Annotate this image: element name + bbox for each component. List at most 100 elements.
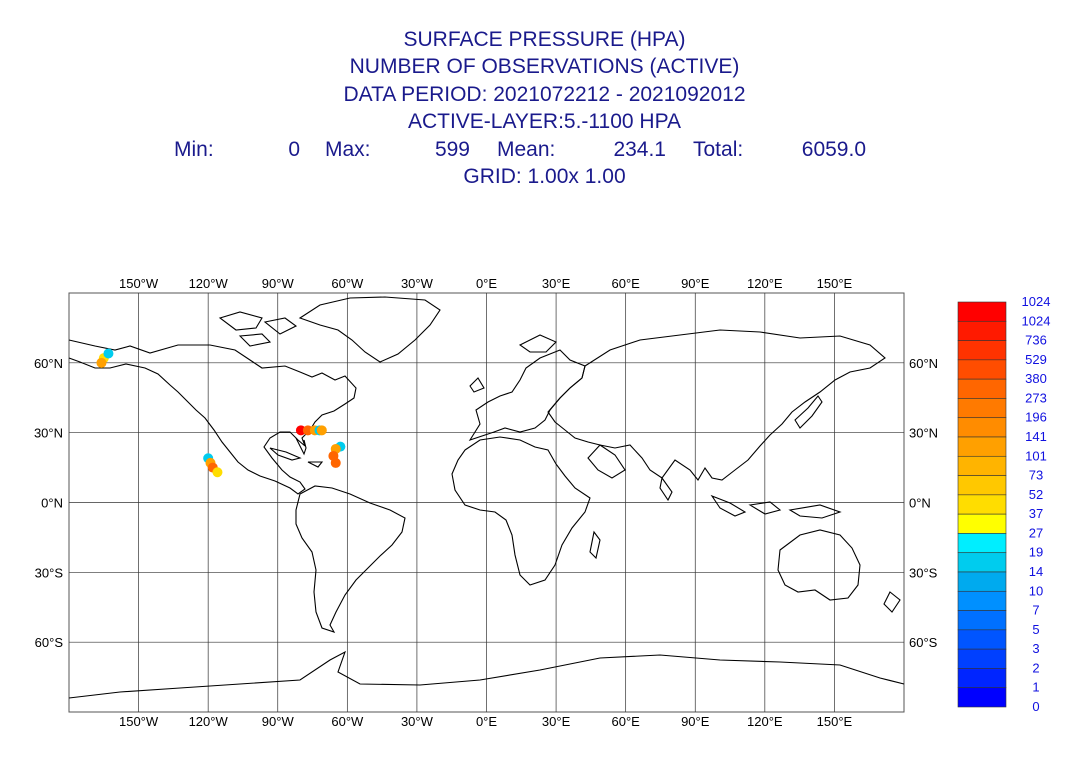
- colorbar-label: 0: [1032, 699, 1039, 714]
- observation-point: [96, 357, 107, 368]
- lon-tick-label-top: 90°E: [681, 276, 710, 291]
- stat-max-value: 599: [434, 138, 470, 161]
- lon-tick-label-bottom: 150°W: [119, 714, 159, 729]
- observation-point: [212, 467, 223, 478]
- colorbar-swatch: [957, 378, 1007, 399]
- coast-asia: [547, 329, 886, 481]
- colorbar-label: 273: [1025, 390, 1047, 405]
- map-gridlines: [69, 293, 904, 712]
- colorbar-label: 380: [1025, 371, 1047, 386]
- lon-tick-label-bottom: 30°W: [401, 714, 434, 729]
- lat-tick-label-right: 30°N: [909, 426, 938, 441]
- lat-labels-left: 60°N 30°N 0°N 30°S 60°S: [34, 356, 63, 650]
- coast-south-america: [295, 485, 406, 633]
- lat-tick-label-left: 60°N: [34, 356, 63, 371]
- colorbar-label: 19: [1029, 545, 1043, 560]
- stat-mean-value: 234.1: [613, 138, 666, 161]
- lat-tick-label-right: 0°N: [909, 496, 931, 511]
- observation-point: [103, 348, 114, 359]
- lon-labels-top: 150°W 120°W 90°W 60°W 30°W 0°E 30°E 60°E 90°E 120…: [119, 276, 853, 291]
- lon-tick-label-top: 0°E: [476, 276, 497, 291]
- colorbar-swatch: [957, 629, 1007, 650]
- colorbar-label: 73: [1029, 468, 1043, 483]
- colorbar-label: 3: [1032, 641, 1039, 656]
- colorbar-swatch: [957, 533, 1007, 554]
- lon-tick-label-bottom: 90°W: [262, 714, 295, 729]
- observation-points: [96, 348, 346, 478]
- observation-point: [295, 425, 306, 436]
- lon-tick-label-top: 30°W: [401, 276, 434, 291]
- colorbar-swatch: [957, 398, 1007, 419]
- colorbar-label: 1: [1032, 680, 1039, 695]
- lon-tick-label-top: 120°W: [189, 276, 229, 291]
- colorbar-label: 736: [1025, 333, 1047, 348]
- lon-tick-label-bottom: 150°E: [817, 714, 853, 729]
- stat-mean-label: Mean:: [497, 138, 556, 161]
- coast-florida: [295, 437, 307, 456]
- coast-arabia: [587, 444, 626, 479]
- lat-tick-label-right: 30°S: [909, 565, 938, 580]
- lat-labels-right: 60°N 30°N 0°N 30°S 60°S: [909, 356, 938, 650]
- lon-tick-label-top: 60°W: [331, 276, 364, 291]
- colorbar-swatch: [957, 648, 1007, 669]
- colorbar-label: 101: [1025, 448, 1047, 463]
- colorbar-label: 27: [1029, 525, 1043, 540]
- lat-tick-label-left: 30°S: [35, 565, 64, 580]
- colorbar-swatch: [957, 494, 1007, 515]
- colorbar-swatch: [957, 552, 1007, 573]
- title-data-period: DATA PERIOD: 2021072212 - 2021092012: [343, 83, 746, 106]
- lon-tick-label-bottom: 120°W: [189, 714, 229, 729]
- colorbar-label: 1024: [1022, 294, 1051, 309]
- lat-tick-label-left: 0°N: [41, 496, 63, 511]
- coastlines: [68, 296, 905, 699]
- stat-total-value: 6059.0: [801, 138, 866, 161]
- observation-point: [316, 425, 327, 436]
- stat-min-value: 0: [288, 138, 300, 161]
- colorbar-label: 10: [1029, 583, 1043, 598]
- coast-british-isles: [469, 377, 485, 393]
- lon-tick-label-bottom: 90°E: [681, 714, 710, 729]
- lon-tick-label-bottom: 0°E: [476, 714, 497, 729]
- title-active-layer: ACTIVE-LAYER:5.-1100 HPA: [407, 110, 682, 133]
- lon-tick-label-bottom: 60°W: [331, 714, 364, 729]
- coast-new-zealand: [883, 591, 901, 613]
- coast-indonesia: [710, 494, 842, 519]
- title-metric: NUMBER OF OBSERVATIONS (ACTIVE): [349, 55, 740, 78]
- lat-tick-label-right: 60°N: [909, 356, 938, 371]
- lon-tick-label-top: 60°E: [611, 276, 640, 291]
- lat-tick-label-left: 60°S: [35, 635, 64, 650]
- observation-point: [302, 425, 313, 436]
- colorbar-swatch: [957, 301, 1007, 322]
- colorbar-label: 196: [1025, 410, 1047, 425]
- stat-max-label: Max:: [325, 138, 371, 161]
- coast-arctic-islands: [218, 311, 298, 347]
- lon-tick-label-top: 90°W: [262, 276, 295, 291]
- colorbar-swatch: [957, 513, 1007, 534]
- lon-tick-label-bottom: 30°E: [542, 714, 571, 729]
- coast-antarctica: [68, 650, 905, 699]
- colorbar-swatch: [957, 668, 1007, 689]
- colorbar-swatch: [957, 610, 1007, 631]
- colorbar-swatch: [957, 571, 1007, 592]
- coast-caribbean: [269, 447, 324, 468]
- colorbar-labels: 1024102473652938027319614110173523727191…: [1022, 294, 1051, 714]
- colorbar-swatch: [957, 687, 1007, 708]
- lat-tick-label-left: 30°N: [34, 426, 63, 441]
- lon-tick-label-top: 120°E: [747, 276, 783, 291]
- colorbar-label: 2: [1032, 660, 1039, 675]
- colorbar-swatch: [957, 320, 1007, 341]
- colorbar-label: 37: [1029, 506, 1043, 521]
- coast-north-america: [68, 339, 357, 495]
- lat-tick-label-right: 60°S: [909, 635, 938, 650]
- colorbar-swatch: [957, 590, 1007, 611]
- colorbar-swatch: [957, 455, 1007, 476]
- coast-europe: [468, 349, 586, 442]
- title-variable: SURFACE PRESSURE (HPA): [403, 28, 686, 51]
- colorbar-swatch: [957, 475, 1007, 496]
- coast-india-tip: [659, 476, 673, 502]
- lon-tick-label-bottom: 120°E: [747, 714, 783, 729]
- lon-labels-bottom: 150°W 120°W 90°W 60°W 30°W 0°E 30°E 60°E 90°E 120…: [119, 714, 853, 729]
- colorbar-label: 529: [1025, 352, 1047, 367]
- title-grid: GRID: 1.00x 1.00: [463, 165, 626, 188]
